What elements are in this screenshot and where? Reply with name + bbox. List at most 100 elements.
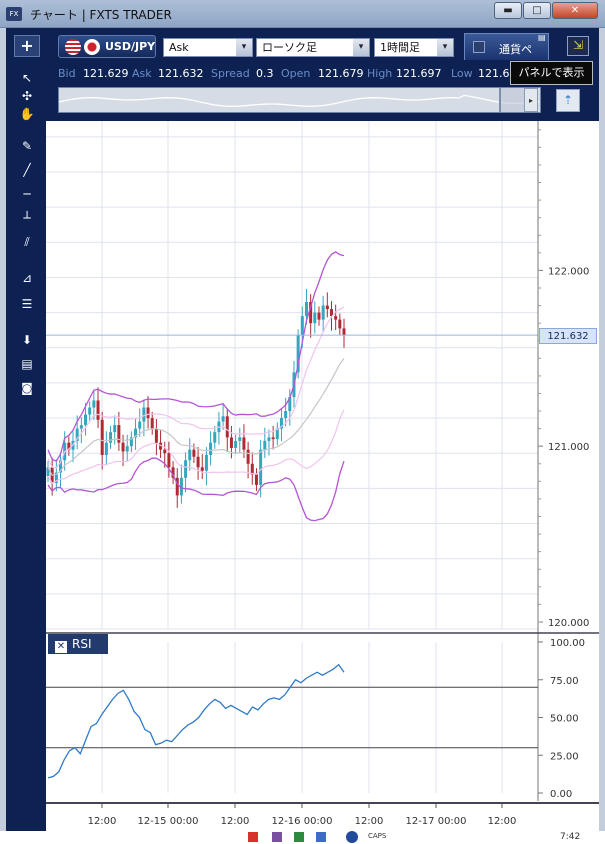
x-tick-label: 12:00 — [355, 816, 384, 827]
crosshair-icon[interactable]: ✣ — [21, 89, 33, 103]
pencil-icon[interactable]: ✎ — [21, 139, 33, 153]
price-tick-label: 120.000 — [548, 618, 589, 629]
candle — [92, 400, 96, 408]
price-side-select[interactable]: Ask ▾ — [163, 38, 253, 57]
open-value: 121.679 — [318, 67, 364, 80]
navigator-strip[interactable] — [58, 87, 541, 113]
close-icon[interactable]: ✕ — [55, 641, 67, 653]
candle — [175, 477, 179, 496]
candle — [279, 418, 283, 429]
tray-icon[interactable] — [316, 832, 326, 842]
grip-icon[interactable]: ▤ — [538, 33, 546, 42]
minimize-button[interactable]: ▬ — [494, 2, 522, 19]
horizontal-line-icon[interactable]: ─ — [23, 187, 31, 201]
candle — [309, 302, 313, 324]
navigator-line — [59, 94, 540, 107]
currency-pair-tab-label: 通貨ペ — [499, 43, 532, 56]
rsi-panel-label: ✕ RSI — [48, 634, 108, 654]
navigator-price-line — [59, 94, 540, 107]
candle — [329, 309, 333, 317]
us-flag-icon — [65, 39, 81, 55]
candle — [267, 437, 271, 441]
x-tick-label: 12-15 00:00 — [137, 816, 198, 827]
hand-icon[interactable]: ✋ — [19, 107, 35, 121]
candle — [271, 437, 275, 440]
chevron-down-icon: ▾ — [236, 39, 252, 56]
add-chart-button[interactable]: + — [14, 35, 40, 57]
candle — [46, 467, 50, 477]
candle — [167, 453, 171, 468]
x-tick-label: 12:00 — [221, 816, 250, 827]
candle — [304, 302, 308, 317]
navigator-scroll-button[interactable]: ▸ — [524, 88, 538, 112]
price-side-value: Ask — [169, 41, 189, 54]
help-icon[interactable] — [346, 831, 358, 843]
current-price-tag: 121.632 — [539, 328, 597, 344]
camera-icon[interactable]: ◙ — [21, 381, 33, 395]
quote-bar: Bid 121.629 Ask 121.632 Spread 0.3 Open … — [6, 64, 599, 84]
high-value: 121.697 — [396, 67, 442, 80]
candle — [121, 442, 125, 452]
candle — [213, 432, 217, 443]
chart-type-select[interactable]: ローソク足 ▾ — [256, 38, 370, 57]
candle — [263, 440, 267, 450]
taskbar: CAPS 7:42 — [0, 831, 605, 844]
candle — [138, 421, 142, 429]
currency-pair-tab[interactable]: 通貨ペ — [464, 33, 549, 60]
list-icon[interactable]: ▤ — [21, 357, 33, 371]
candle — [100, 419, 104, 455]
window-title: チャート | FXTS TRADER — [30, 8, 172, 22]
chevron-down-icon: ▾ — [353, 39, 369, 56]
x-tick-label: 12-17 00:00 — [405, 816, 466, 827]
bid-label: Bid — [58, 67, 76, 80]
candle — [109, 432, 113, 443]
candle — [288, 396, 292, 412]
fan-icon[interactable]: ⊿ — [21, 271, 33, 285]
maximize-button[interactable]: □ — [523, 2, 551, 19]
candle — [67, 442, 71, 450]
x-tick-label: 12:00 — [488, 816, 517, 827]
jp-flag-icon — [84, 39, 100, 55]
close-button[interactable]: ✕ — [552, 2, 598, 19]
candle — [134, 428, 138, 438]
parallel-lines-icon[interactable]: ⫽ — [24, 235, 30, 249]
price-chart[interactable]: 122.000 121.000 120.000 100.00 75.00 50.00 25.… — [46, 121, 599, 831]
rsi-line — [47, 663, 345, 779]
low-value: 121.62 — [478, 67, 517, 80]
candle — [125, 446, 129, 452]
vertical-line-icon[interactable]: ┴ — [23, 211, 31, 225]
candle — [184, 460, 188, 478]
cursor-icon[interactable]: ↖ — [21, 71, 33, 85]
bollinger-mid — [47, 358, 345, 476]
tray-icon[interactable] — [294, 832, 304, 842]
candle — [254, 474, 258, 485]
line-icon[interactable]: ╱ — [23, 163, 31, 177]
rsi-tick-label: 100.00 — [550, 638, 585, 649]
candle — [204, 454, 208, 471]
candle — [88, 407, 92, 415]
checkbox[interactable] — [473, 41, 485, 53]
timeframe-select[interactable]: 1時間足 ▾ — [374, 38, 454, 57]
ask-value: 121.632 — [158, 67, 204, 80]
candle — [338, 319, 342, 329]
bid-value: 121.629 — [83, 67, 129, 80]
chart-area[interactable]: 122.000 121.000 120.000 100.00 75.00 50.00 25.… — [46, 121, 599, 831]
arrow-down-icon[interactable]: ⬇ — [21, 333, 33, 347]
candle — [225, 416, 229, 438]
tray-icon[interactable] — [248, 832, 258, 842]
candle — [113, 425, 117, 433]
currency-pair-button[interactable]: USD/JPY — [58, 35, 156, 58]
candle — [117, 425, 121, 443]
auto-scroll-button[interactable]: ⇡ — [556, 89, 580, 112]
tooltip: パネルで表示 — [510, 61, 593, 85]
candle — [159, 442, 163, 450]
panel-display-button[interactable]: ⇲ — [567, 36, 589, 56]
tray-icon[interactable] — [272, 832, 282, 842]
drawing-toolbar: ↖ ✣ ✋ ✎ ╱ ─ ┴ ⫽ ⊿ ☰ ⬇ ▤ ◙ — [14, 68, 40, 408]
spread-value: 0.3 — [256, 67, 274, 80]
candle — [242, 437, 246, 450]
bollinger-lower-1 — [47, 409, 345, 484]
candle — [209, 442, 213, 455]
fibonacci-icon[interactable]: ☰ — [21, 297, 33, 311]
ask-label: Ask — [132, 67, 152, 80]
